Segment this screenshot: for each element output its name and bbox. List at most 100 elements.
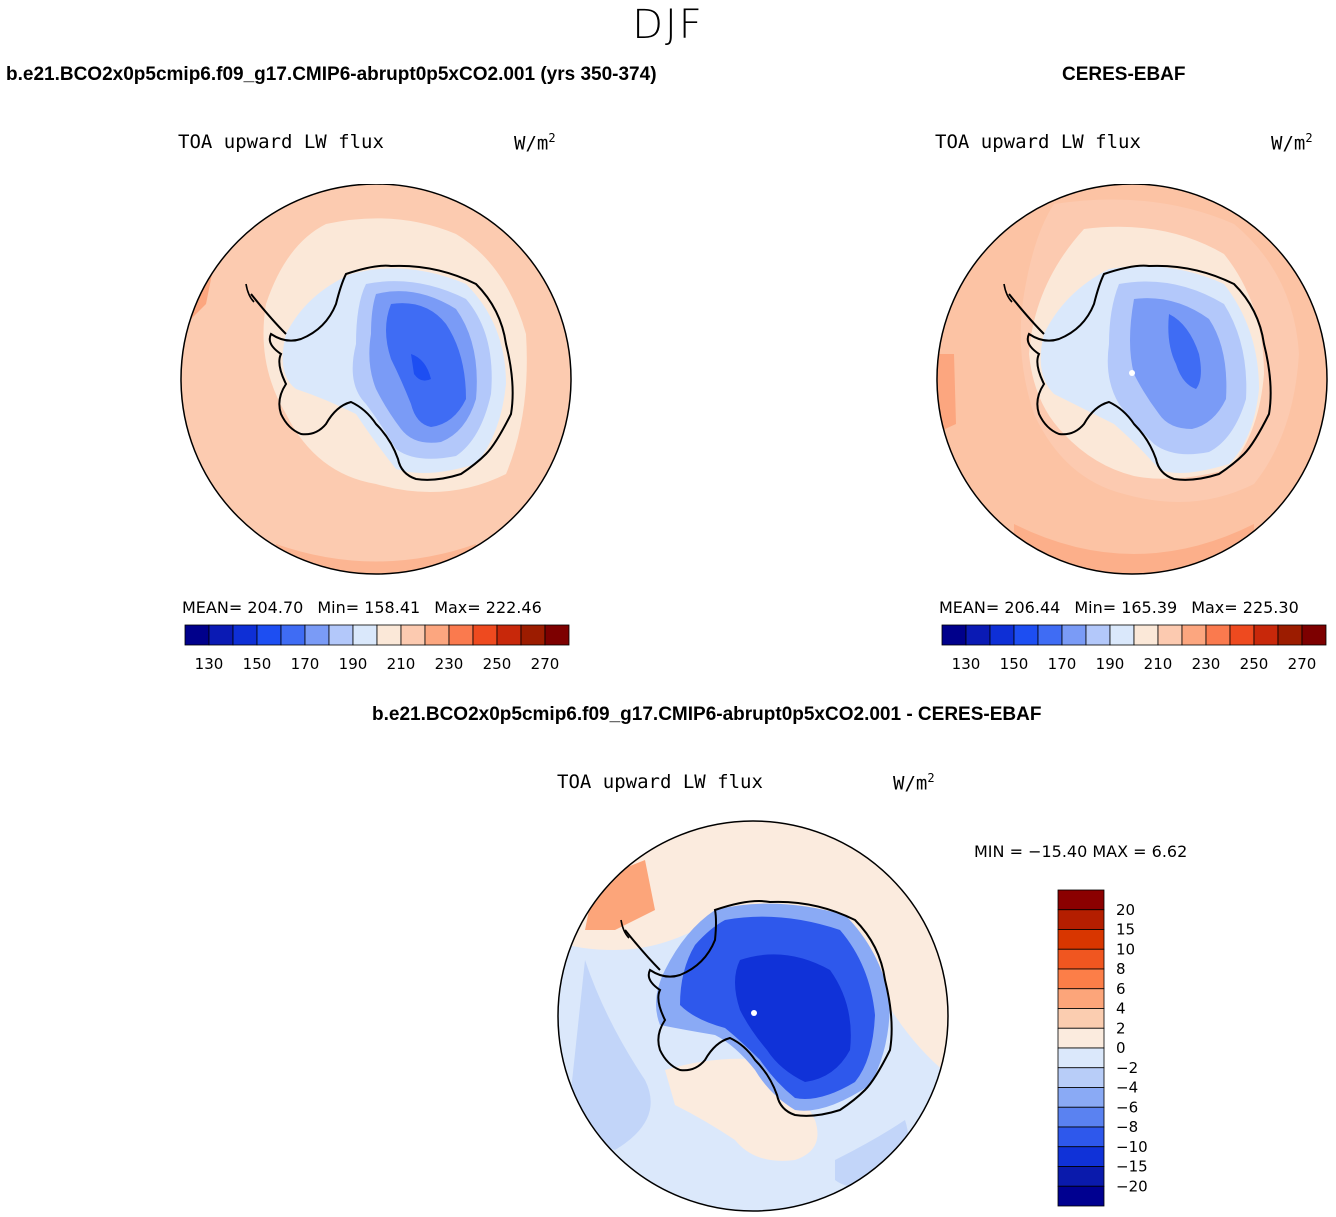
panel-1-colorbar-tick-label: 230: [435, 655, 464, 673]
panel-1-colorbar-swatch: [400, 624, 426, 646]
panel-2-pole-marker: [1129, 370, 1135, 376]
panel-1-colorbar-swatch: [256, 624, 282, 646]
panel-2-units: W/m2: [1271, 131, 1313, 155]
panel-1-colorbar-tick-label: 250: [483, 655, 512, 673]
panel-2-colorbar-swatch: [1109, 624, 1135, 646]
panel-3-colorbar-tick-label: 2: [1116, 1019, 1126, 1037]
panel-2-stats: MEAN= 206.44 Min= 165.39 Max= 225.30: [939, 598, 1313, 617]
panel-1-colorbar-tick-label: 270: [531, 655, 560, 673]
panel-1-colorbar-swatch: [424, 624, 450, 646]
panel-2-mean: MEAN= 206.44: [939, 598, 1061, 617]
panel-2-colorbar-swatch: [1301, 624, 1327, 646]
panel-3-colorbar-tick-label: 4: [1116, 1000, 1126, 1018]
panel-3-colorbar-swatch: [1057, 889, 1105, 911]
panel-3-title: b.e21.BCO2x0p5cmip6.f09_g17.CMIP6-abrupt…: [372, 704, 1042, 725]
panel-3-colorbar-swatch: [1057, 1146, 1105, 1167]
panel-2-colorbar-swatch: [941, 624, 967, 646]
panel-1-colorbar-swatch: [544, 624, 570, 646]
panel-3-colorbar-swatch: [1057, 1106, 1105, 1128]
panel-2-colorbar-tick-label: 230: [1192, 655, 1221, 673]
panel-1-units: W/m2: [514, 131, 556, 155]
panel-2-colorbar-tick-label: 250: [1240, 655, 1269, 673]
panel-1-plateau-min: [386, 303, 466, 427]
panel-1-colorbar-swatch: [184, 624, 210, 646]
panel-3-coastline: [647, 900, 893, 1117]
panel-2-colorbar-tick-label: 130: [952, 655, 981, 673]
panel-3-colorbar-tick-label: −4: [1116, 1079, 1138, 1097]
panel-2-colorbar-swatch: [1253, 624, 1279, 646]
panel-2-colorbar-swatch: [1181, 624, 1207, 646]
panel-1-colorbar-tick-label: 190: [339, 655, 368, 673]
panel-1-colorbar: 130 150 170 190 210 230 250 270: [184, 624, 570, 673]
panel-3-colorbar-tick-label: 6: [1116, 980, 1126, 998]
panel-3-colorbar-swatch: [1057, 988, 1105, 1009]
panel-1-stats: MEAN= 204.70 Min= 158.41 Max= 222.46: [182, 598, 556, 617]
panel-2-colorbar-swatch: [1061, 624, 1087, 646]
panel-1-colorbar-swatch: [280, 624, 306, 646]
panel-1-colorbar-tick-label: 130: [195, 655, 224, 673]
panel-3-colorbar-swatch: [1057, 1008, 1105, 1029]
panel-3-colorbar-swatch: [1057, 968, 1105, 990]
panel-2-colorbar-swatch: [1229, 624, 1255, 646]
panel-3-colorbar-tick-label: 0: [1116, 1039, 1126, 1057]
panel-1-mean: MEAN= 204.70: [182, 598, 304, 617]
panel-1-colorbar-tick-label: 170: [291, 655, 320, 673]
panel-1-colorbar-swatch: [232, 624, 258, 646]
panel-3-minmax: MIN = −15.40 MAX = 6.62: [974, 842, 1188, 861]
panel-1-colorbar-tick-label: 210: [387, 655, 416, 673]
panel-2-colorbar-tick-label: 270: [1288, 655, 1317, 673]
panel-2-map-border: [936, 184, 1328, 575]
panel-3-colorbar-swatch: [1057, 1166, 1105, 1187]
season-title: DJF: [632, 2, 704, 48]
panel-1-field-label: TOA upward LW flux: [178, 131, 384, 153]
panel-1-min: Min= 158.41: [317, 598, 421, 617]
panel-2-max: Max= 225.30: [1191, 598, 1299, 617]
panel-1-title: b.e21.BCO2x0p5cmip6.f09_g17.CMIP6-abrupt…: [6, 64, 657, 85]
panel-2-peninsula: [1008, 293, 1045, 335]
panel-2-title: CERES-EBAF: [1062, 64, 1186, 85]
panel-1-colorbar-tick-label: 150: [243, 655, 272, 673]
panel-2-colorbar-swatch: [1157, 624, 1183, 646]
panel-3-colorbar-tick-label: −8: [1116, 1118, 1138, 1136]
panel-1-colorbar-swatch: [376, 624, 402, 646]
panel-3-colorbar-swatch: [1057, 1185, 1105, 1207]
panel-3-colorbar-swatch: [1057, 1126, 1105, 1148]
panel-3-units: W/m2: [893, 771, 935, 795]
panel-3-map: [557, 820, 949, 1212]
panel-3-colorbar-swatch: [1057, 1087, 1105, 1108]
panel-2-coastline: [1026, 264, 1272, 481]
panel-3-colorbar-swatch: [1057, 1047, 1105, 1069]
panel-1-colorbar-swatch: [208, 624, 234, 646]
panel-1-peninsula: [250, 293, 287, 335]
panel-3-peninsula: [624, 929, 661, 971]
panel-2-field-label: TOA upward LW flux: [935, 131, 1141, 153]
panel-2-colorbar-swatch: [1205, 624, 1231, 646]
panel-3-colorbar-swatch: [1057, 1067, 1105, 1088]
panel-3-field-label: TOA upward LW flux: [557, 771, 763, 793]
panel-2-colorbar-swatch: [1133, 624, 1159, 646]
panel-3-colorbar-tick-label: 20: [1116, 901, 1135, 919]
panel-3-positive-region: [558, 821, 948, 1080]
panel-2-colorbar-swatch: [1013, 624, 1039, 646]
panel-3-colorbar-tick-label: 8: [1116, 960, 1126, 978]
panel-3-colorbar-tick-label: −10: [1116, 1138, 1148, 1156]
panel-3-colorbar-swatch: [1057, 948, 1105, 970]
panel-1-map-border: [180, 184, 572, 575]
panel-2-colorbar-tick-label: 150: [1000, 655, 1029, 673]
panel-2-colorbar-swatch: [989, 624, 1015, 646]
panel-3-colorbar-tick-label: −15: [1116, 1158, 1148, 1176]
panel-1-colorbar-swatch: [352, 624, 378, 646]
panel-3-colorbar-swatch: [1057, 929, 1105, 950]
panel-2-colorbar-swatch: [1037, 624, 1063, 646]
panel-1-max: Max= 222.46: [434, 598, 542, 617]
panel-2-colorbar-tick-label: 170: [1048, 655, 1077, 673]
panel-1-map: [180, 184, 572, 575]
panel-3-colorbar-tick-label: 15: [1116, 921, 1135, 939]
panel-2-colorbar-tick-label: 210: [1144, 655, 1173, 673]
panel-3-colorbar-swatch: [1057, 1027, 1105, 1049]
panel-2-colorbar-swatch: [1085, 624, 1111, 646]
panel-2-colorbar-tick-label: 190: [1096, 655, 1125, 673]
panel-1-coastline: [268, 264, 514, 481]
panel-2-min: Min= 165.39: [1074, 598, 1178, 617]
panel-1-colorbar-swatch: [472, 624, 498, 646]
